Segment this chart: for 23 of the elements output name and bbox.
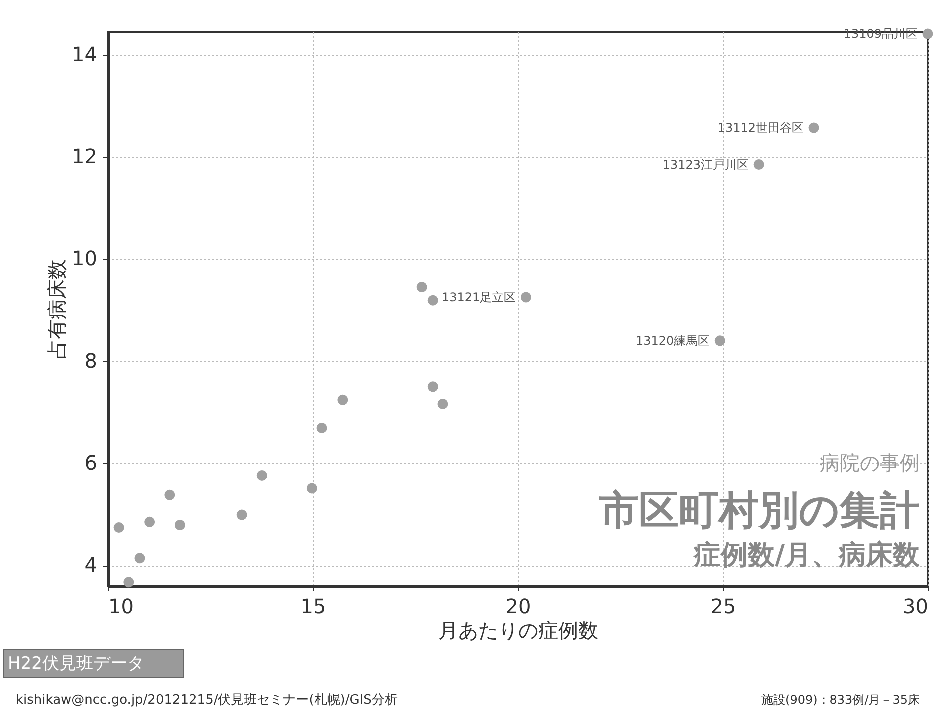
text: 施設(909)：833例/月－35床 bbox=[762, 693, 920, 707]
text: H22伏見班データ bbox=[8, 654, 144, 674]
text: kishikaw@ncc.go.jp/20121215/伏見班セミナー(札幌)/GIS分析 bbox=[16, 693, 398, 708]
annotation: 13121足立区 bbox=[442, 290, 516, 305]
x-tick-label: 15 bbox=[300, 594, 326, 618]
y-tick-label: 4 bbox=[84, 553, 98, 578]
y-axis-title: 占有病床数 bbox=[45, 260, 70, 360]
y-tick-label: 8 bbox=[84, 348, 98, 373]
x-axis-title: 月あたりの症例数 bbox=[438, 618, 598, 642]
x-tick-label: 30 bbox=[903, 594, 928, 618]
x-tick-label: 20 bbox=[506, 594, 532, 618]
annotation: 13120練馬区 bbox=[636, 334, 710, 348]
annotation: 市区町村別の集計 bbox=[598, 488, 920, 534]
annotation: 13112世田谷区 bbox=[718, 120, 804, 135]
x-tick-label: 10 bbox=[108, 594, 134, 618]
y-tick-label: 10 bbox=[72, 246, 98, 271]
x-tick-label: 25 bbox=[710, 594, 736, 618]
annotation: 病院の事例 bbox=[820, 451, 920, 475]
y-tick-label: 14 bbox=[72, 42, 98, 66]
y-tick-label: 12 bbox=[72, 144, 98, 169]
annotation: 症例数/月、病床数 bbox=[693, 540, 921, 571]
annotation: 13123江戸川区 bbox=[662, 158, 750, 172]
y-tick-label: 6 bbox=[84, 450, 98, 475]
